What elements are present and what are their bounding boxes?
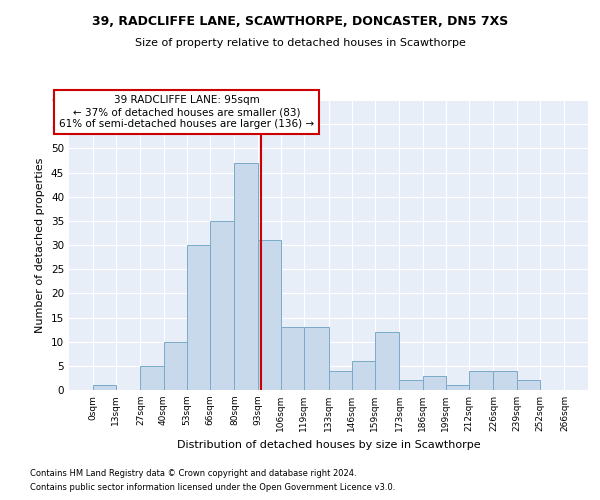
Bar bbox=[187, 245, 209, 390]
Bar bbox=[446, 385, 469, 390]
Bar bbox=[517, 380, 539, 390]
Bar bbox=[281, 327, 304, 390]
Text: 39 RADCLIFFE LANE: 95sqm
← 37% of detached houses are smaller (83)
61% of semi-d: 39 RADCLIFFE LANE: 95sqm ← 37% of detach… bbox=[59, 96, 314, 128]
Bar bbox=[493, 370, 517, 390]
Text: Contains public sector information licensed under the Open Government Licence v3: Contains public sector information licen… bbox=[30, 484, 395, 492]
Bar bbox=[235, 163, 257, 390]
Bar bbox=[374, 332, 400, 390]
Bar bbox=[400, 380, 422, 390]
Text: 39, RADCLIFFE LANE, SCAWTHORPE, DONCASTER, DN5 7XS: 39, RADCLIFFE LANE, SCAWTHORPE, DONCASTE… bbox=[92, 15, 508, 28]
Bar bbox=[92, 385, 116, 390]
Text: Size of property relative to detached houses in Scawthorpe: Size of property relative to detached ho… bbox=[134, 38, 466, 48]
Bar bbox=[257, 240, 281, 390]
X-axis label: Distribution of detached houses by size in Scawthorpe: Distribution of detached houses by size … bbox=[176, 440, 481, 450]
Bar bbox=[304, 327, 329, 390]
Bar bbox=[164, 342, 187, 390]
Bar bbox=[209, 221, 235, 390]
Text: Contains HM Land Registry data © Crown copyright and database right 2024.: Contains HM Land Registry data © Crown c… bbox=[30, 468, 356, 477]
Bar bbox=[140, 366, 164, 390]
Bar bbox=[422, 376, 446, 390]
Bar bbox=[329, 370, 352, 390]
Bar bbox=[352, 361, 374, 390]
Bar bbox=[469, 370, 493, 390]
Y-axis label: Number of detached properties: Number of detached properties bbox=[35, 158, 46, 332]
